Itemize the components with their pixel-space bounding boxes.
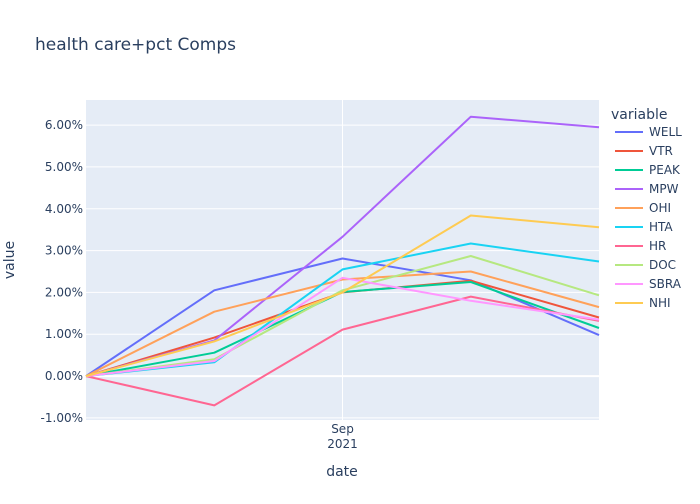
legend-label-ohi: OHI (649, 201, 671, 215)
series-layer (85, 115, 600, 407)
y-tick-label: 6.00% (45, 118, 83, 132)
legend-label-sbra: SBRA (649, 277, 682, 291)
legend-label-hr: HR (649, 239, 666, 253)
axis-layer: -1.00% 0.00% 1.00% 2.00% 3.00% 4.00% 5.00% 6.00… (41, 118, 358, 451)
series-line-hr (85, 295, 600, 407)
x-axis-title: date (326, 464, 358, 480)
y-tick-label: 2.00% (45, 285, 83, 299)
x-tick-label: Sep (331, 422, 354, 436)
legend-label-nhi: NHI (649, 296, 671, 310)
series-line-ohi (85, 270, 600, 377)
y-tick-label: 5.00% (45, 160, 83, 174)
y-tick-label: 4.00% (45, 202, 83, 216)
legend-label-hta: HTA (649, 220, 673, 234)
legend-items: WELL VTR PEAK MPW OHI HTA HR DOC SBRA NHI (615, 125, 682, 310)
legend-label-well: WELL (649, 125, 682, 139)
y-tick-label: -1.00% (41, 411, 83, 425)
y-tick-label: 0.00% (45, 369, 83, 383)
series-line-nhi (85, 214, 600, 378)
legend-label-peak: PEAK (649, 163, 681, 177)
legend-label-doc: DOC (649, 258, 676, 272)
y-tick-label: 3.00% (45, 244, 83, 258)
series-line-well (85, 257, 600, 377)
series-line-sbra (85, 276, 600, 378)
legend-label-vtr: VTR (649, 144, 673, 158)
x-tick-label: 2021 (327, 437, 358, 451)
series-line-doc (85, 255, 600, 378)
y-tick-label: 1.00% (45, 327, 83, 341)
legend-title: variable (611, 107, 667, 123)
chart-title: health care+pct Comps (35, 35, 236, 55)
legend-label-mpw: MPW (649, 182, 679, 196)
y-axis-title: value (2, 241, 18, 279)
legend: variable WELL VTR PEAK MPW OHI HTA HR DOC SBRA NH… (611, 107, 682, 310)
